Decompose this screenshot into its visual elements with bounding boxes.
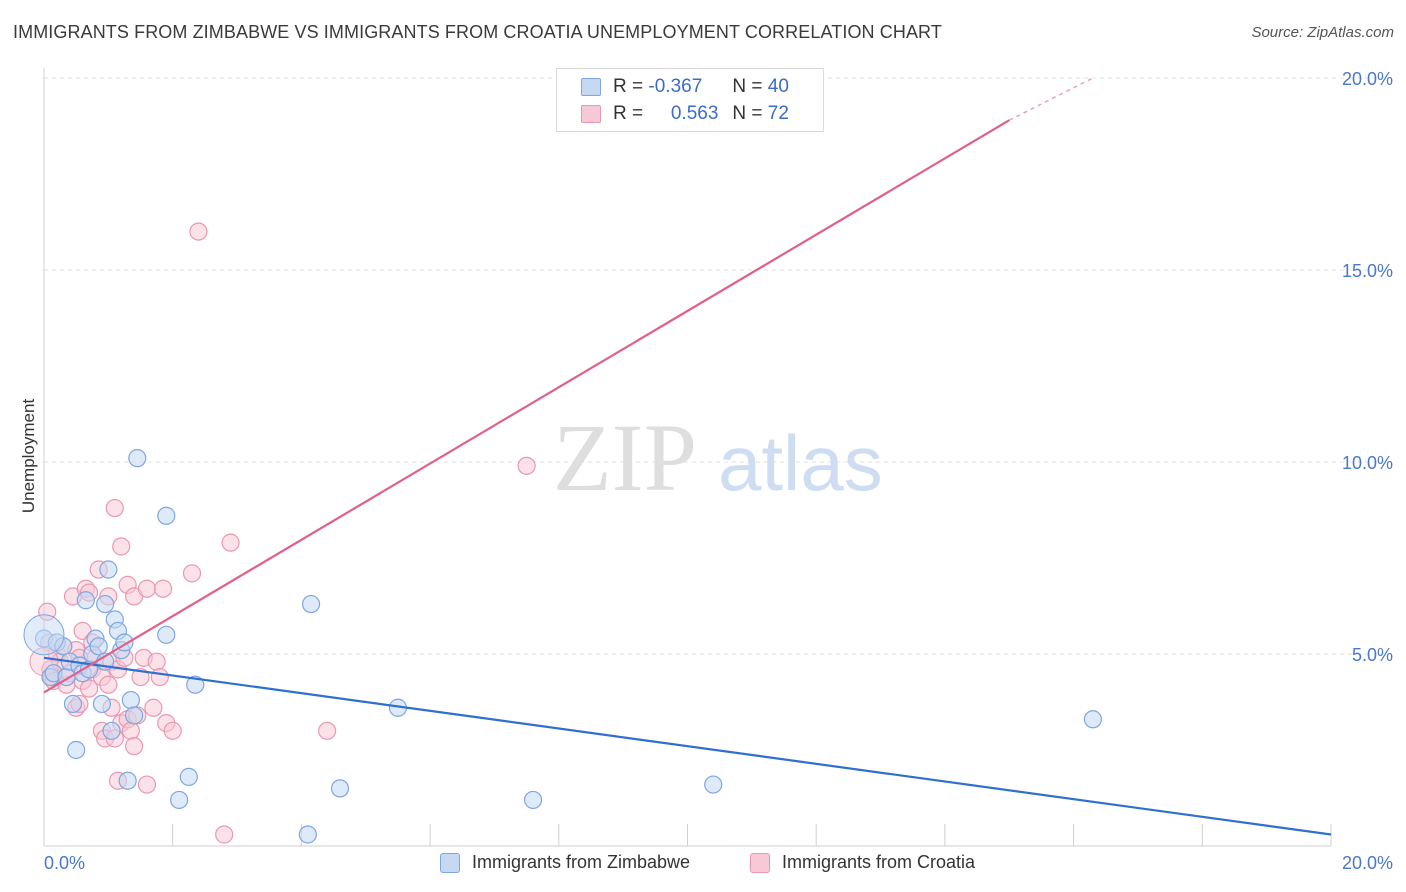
legend-n-label: N = — [732, 103, 763, 124]
croatia-point — [124, 737, 144, 756]
legend-row-zimbabwe: R = -0.367 N = 40 — [581, 75, 789, 99]
zimbabwe-point — [63, 694, 83, 714]
legend-r-label: R = — [613, 103, 644, 124]
y-tick-label: 20.0% — [1342, 69, 1393, 89]
croatia-point — [517, 456, 536, 475]
zimbabwe-cluster-point — [23, 614, 65, 656]
croatia-point — [137, 775, 157, 794]
zimbabwe-point — [128, 449, 147, 468]
y-axis-label: Unemployment — [19, 399, 38, 514]
chart-title: IMMIGRANTS FROM ZIMBABWE VS IMMIGRANTS F… — [13, 22, 942, 42]
zimbabwe-point — [121, 690, 140, 710]
legend-n-value: 40 — [767, 76, 789, 97]
zimbabwe-point — [76, 591, 95, 610]
legend-r-label: R = — [613, 76, 644, 97]
gridlines — [44, 77, 1392, 655]
tick-labels: 5.0% 10.0% 15.0% 20.0% 0.0% 20.0% — [44, 69, 1393, 873]
y-tick-label: 15.0% — [1342, 261, 1393, 281]
zimbabwe-point — [1083, 710, 1103, 729]
legend-r-value: -0.367 — [648, 76, 703, 97]
zimbabwe-point — [170, 790, 189, 810]
legend-swatch-croatia — [581, 105, 601, 123]
series-legend-croatia[interactable]: Immigrants from Croatia — [750, 852, 975, 873]
croatia-point — [137, 579, 157, 598]
croatia-point — [318, 721, 337, 740]
croatia-points — [29, 222, 536, 844]
correlation-legend: R = -0.367 N = 40 R = 0.563 N = 72 — [556, 68, 824, 132]
croatia-point — [182, 564, 202, 583]
zimbabwe-point — [704, 775, 723, 794]
zimbabwe-point — [186, 675, 205, 694]
y-tick-label: 10.0% — [1342, 453, 1393, 473]
croatia-trend-line — [43, 119, 1010, 694]
zimbabwe-point — [124, 706, 144, 725]
croatia-point — [112, 537, 131, 556]
series-swatch-croatia — [750, 852, 770, 873]
croatia-point — [150, 667, 169, 687]
croatia-point — [99, 675, 118, 694]
axes — [43, 68, 1332, 847]
source-label: Source: ZipAtlas.com — [1251, 24, 1394, 41]
croatia-point — [131, 667, 150, 687]
y-tick-label: 5.0% — [1352, 645, 1393, 665]
x-tick-label: 0.0% — [44, 853, 85, 873]
croatia-point — [147, 652, 166, 671]
legend-swatch-zimbabwe — [581, 78, 601, 96]
series-swatch-zimbabwe — [440, 852, 460, 873]
zimbabwe-point — [301, 594, 321, 614]
watermark-atlas: atlas — [718, 419, 883, 507]
zimbabwe-point — [298, 825, 317, 844]
croatia-point — [153, 579, 173, 598]
croatia-point — [221, 533, 240, 552]
watermark: ZIP atlas — [553, 404, 883, 511]
legend-r-value: 0.563 — [670, 103, 719, 124]
croatia-point — [189, 222, 208, 241]
zimbabwe-point — [523, 790, 543, 810]
x-tick-label: 20.0% — [1342, 853, 1393, 873]
zimbabwe-point — [96, 594, 115, 614]
zimbabwe-point — [99, 560, 118, 579]
croatia-point — [215, 825, 234, 844]
watermark-zip: ZIP — [553, 404, 697, 511]
zimbabwe-point — [157, 625, 176, 644]
croatia-trend-extension — [1008, 77, 1094, 121]
legend-n-value: 72 — [767, 103, 789, 124]
zimbabwe-point — [330, 779, 350, 798]
croatia-point — [121, 721, 140, 740]
zimbabwe-point — [157, 506, 176, 525]
croatia-point — [144, 698, 163, 717]
zimbabwe-point — [67, 740, 86, 760]
croatia-point — [105, 498, 124, 518]
legend-row-croatia: R = 0.563 N = 72 — [581, 102, 789, 126]
legend-n-label: N = — [732, 76, 763, 97]
zimbabwe-point — [92, 694, 112, 714]
trend-lines — [43, 77, 1332, 836]
zimbabwe-point — [89, 637, 108, 656]
series-legend-zimbabwe[interactable]: Immigrants from Zimbabwe — [440, 852, 690, 873]
zimbabwe-point — [179, 767, 198, 786]
zimbabwe-point — [102, 721, 121, 740]
zimbabwe-point — [118, 771, 137, 790]
series-label-zimbabwe: Immigrants from Zimbabwe — [472, 852, 691, 872]
croatia-point — [79, 679, 99, 698]
zimbabwe-trend-line — [43, 656, 1332, 836]
croatia-point — [163, 721, 182, 740]
series-legend: Immigrants from Zimbabwe Immigrants from… — [0, 852, 1406, 878]
series-label-croatia: Immigrants from Croatia — [782, 852, 976, 872]
